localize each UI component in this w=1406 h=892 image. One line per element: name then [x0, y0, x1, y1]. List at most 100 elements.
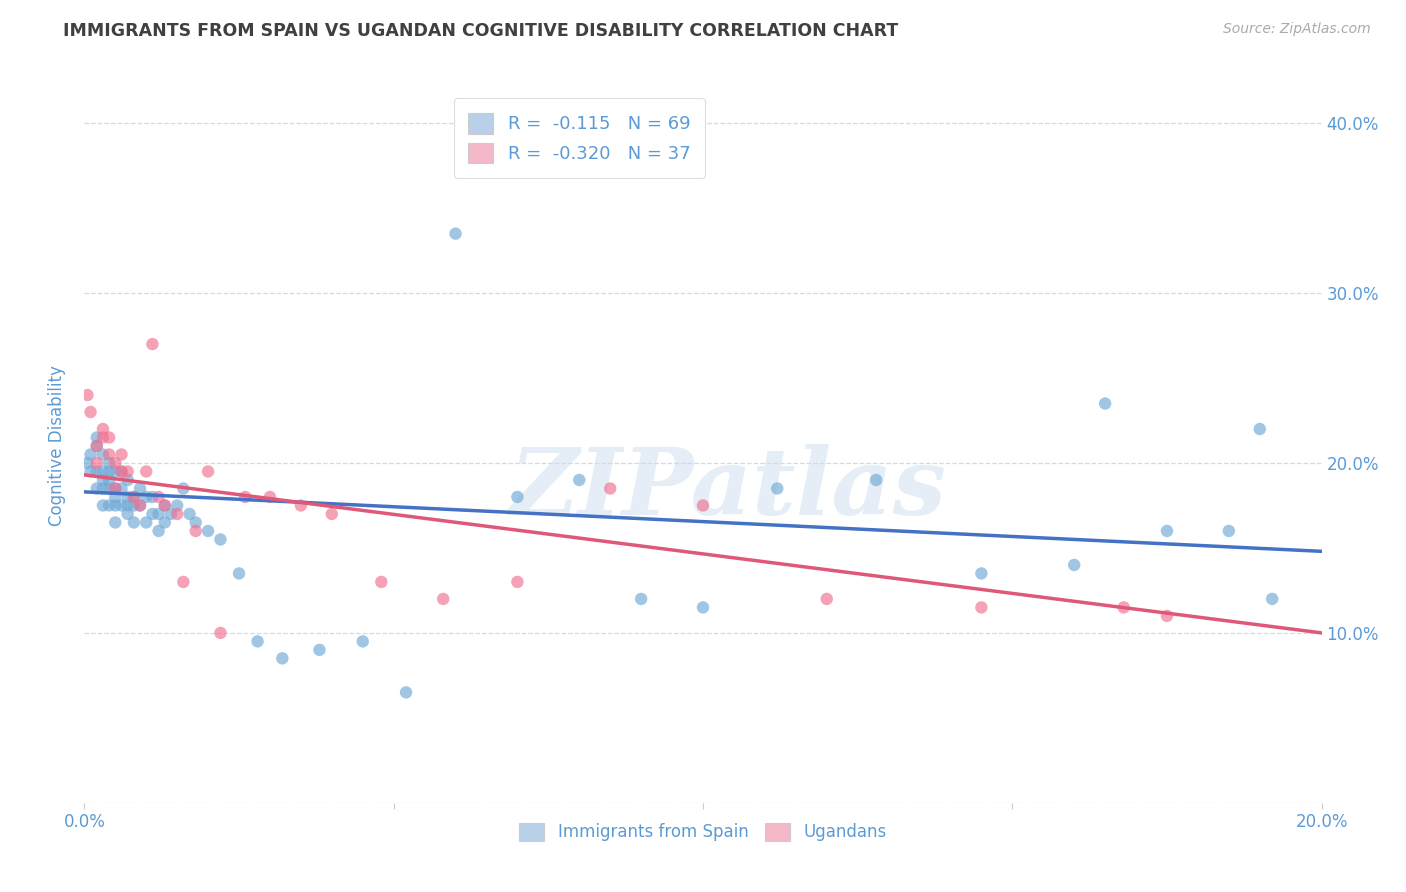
Point: [98, 456, 121, 470]
Point: [91, 465, 114, 479]
Point: [122, 490, 145, 504]
Point: [233, 490, 256, 504]
Point: [352, 634, 374, 648]
Point: [692, 600, 714, 615]
Point: [1218, 524, 1240, 538]
Point: [117, 473, 139, 487]
Point: [86, 456, 108, 470]
Point: [599, 482, 621, 496]
Point: [197, 524, 219, 538]
Point: [79, 405, 101, 419]
Point: [259, 490, 281, 504]
Point: [135, 465, 157, 479]
Text: Source: ZipAtlas.com: Source: ZipAtlas.com: [1223, 22, 1371, 37]
Point: [815, 591, 838, 606]
Point: [179, 507, 201, 521]
Point: [246, 634, 269, 648]
Text: IMMIGRANTS FROM SPAIN VS UGANDAN COGNITIVE DISABILITY CORRELATION CHART: IMMIGRANTS FROM SPAIN VS UGANDAN COGNITI…: [63, 22, 898, 40]
Point: [104, 465, 127, 479]
Point: [91, 422, 114, 436]
Point: [692, 499, 714, 513]
Point: [141, 507, 163, 521]
Point: [110, 482, 132, 496]
Point: [148, 524, 170, 538]
Point: [148, 507, 170, 521]
Point: [91, 473, 114, 487]
Point: [104, 499, 127, 513]
Point: [148, 490, 170, 504]
Point: [1249, 422, 1271, 436]
Point: [166, 507, 188, 521]
Point: [129, 482, 152, 496]
Point: [122, 516, 145, 530]
Point: [1156, 524, 1178, 538]
Point: [117, 490, 139, 504]
Point: [321, 507, 343, 521]
Point: [228, 566, 250, 581]
Point: [110, 465, 132, 479]
Point: [110, 448, 132, 462]
Point: [91, 499, 114, 513]
Point: [444, 227, 467, 241]
Point: [568, 473, 591, 487]
Point: [86, 482, 108, 496]
Point: [104, 490, 127, 504]
Point: [122, 499, 145, 513]
Point: [98, 465, 121, 479]
Point: [271, 651, 294, 665]
Point: [76, 388, 98, 402]
Point: [98, 482, 121, 496]
Point: [79, 465, 101, 479]
Point: [104, 456, 127, 470]
Point: [630, 591, 652, 606]
Point: [104, 516, 127, 530]
Point: [91, 430, 114, 444]
Point: [135, 490, 157, 504]
Point: [506, 574, 529, 589]
Point: [184, 524, 207, 538]
Point: [129, 499, 152, 513]
Point: [98, 448, 121, 462]
Point: [209, 533, 232, 547]
Point: [506, 490, 529, 504]
Point: [160, 507, 183, 521]
Point: [432, 591, 454, 606]
Point: [117, 465, 139, 479]
Point: [209, 626, 232, 640]
Point: [290, 499, 312, 513]
Point: [153, 499, 176, 513]
Text: ZIPatlas: ZIPatlas: [509, 444, 946, 533]
Point: [86, 430, 108, 444]
Point: [172, 482, 194, 496]
Point: [98, 499, 121, 513]
Point: [129, 499, 152, 513]
Point: [141, 490, 163, 504]
Point: [98, 430, 121, 444]
Point: [141, 337, 163, 351]
Point: [98, 473, 121, 487]
Point: [122, 490, 145, 504]
Legend: Immigrants from Spain, Ugandans: Immigrants from Spain, Ugandans: [513, 816, 893, 848]
Point: [86, 439, 108, 453]
Point: [172, 574, 194, 589]
Point: [1112, 600, 1135, 615]
Point: [1063, 558, 1085, 572]
Point: [395, 685, 418, 699]
Point: [76, 456, 98, 470]
Point: [110, 499, 132, 513]
Point: [1094, 396, 1116, 410]
Point: [970, 600, 993, 615]
Point: [117, 507, 139, 521]
Point: [197, 465, 219, 479]
Point: [166, 499, 188, 513]
Point: [104, 482, 127, 496]
Point: [865, 473, 887, 487]
Point: [184, 516, 207, 530]
Point: [308, 643, 330, 657]
Point: [110, 465, 132, 479]
Point: [86, 465, 108, 479]
Point: [91, 482, 114, 496]
Y-axis label: Cognitive Disability: Cognitive Disability: [48, 366, 66, 526]
Point: [104, 482, 127, 496]
Point: [970, 566, 993, 581]
